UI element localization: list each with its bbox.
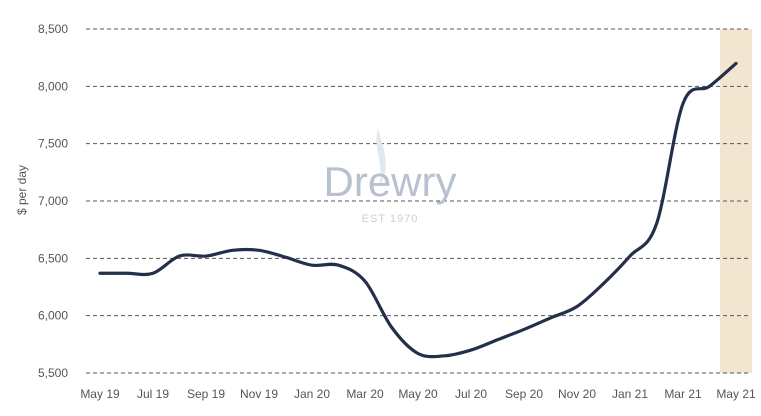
series-line (98, 61, 738, 359)
x-tick-label: May 19 (80, 387, 120, 401)
x-tick-label: May 21 (716, 387, 756, 401)
y-tick-label: 6,000 (38, 309, 68, 323)
watermark-tagline: EST 1970 (362, 213, 419, 225)
watermark-flame-icon (376, 128, 386, 188)
x-tick-label: Sep 20 (505, 387, 543, 401)
y-axis-ticks: 5,500 6,000 6,500 7,000 7,500 8,000 8,500 (38, 22, 68, 380)
y-tick-label: 8,500 (38, 22, 68, 36)
x-tick-label: Jul 19 (137, 387, 169, 401)
watermark: Drewry EST 1970 (324, 128, 457, 225)
x-axis-ticks: May 19 Jul 19 Sep 19 Nov 19 Jan 20 Mar 20 May … (80, 387, 756, 401)
y-tick-label: 8,000 (38, 79, 68, 93)
x-tick-label: Nov 19 (240, 387, 278, 401)
y-tick-label: 7,500 (38, 137, 68, 151)
x-tick-label: Jul 20 (455, 387, 487, 401)
y-axis-label: $ per day (15, 165, 29, 215)
x-tick-label: Nov 20 (558, 387, 596, 401)
watermark-brand: Drewry (324, 158, 457, 205)
x-tick-label: Mar 21 (664, 387, 702, 401)
y-tick-label: 7,000 (38, 194, 68, 208)
x-tick-label: Sep 19 (187, 387, 225, 401)
x-tick-label: Mar 20 (346, 387, 384, 401)
series-layer (98, 61, 738, 359)
y-tick-label: 6,500 (38, 251, 68, 265)
gridlines (86, 28, 751, 374)
x-tick-label: May 20 (398, 387, 438, 401)
y-tick-label: 5,500 (38, 366, 68, 380)
x-tick-label: Jan 21 (612, 387, 648, 401)
x-tick-label: Jan 20 (294, 387, 330, 401)
